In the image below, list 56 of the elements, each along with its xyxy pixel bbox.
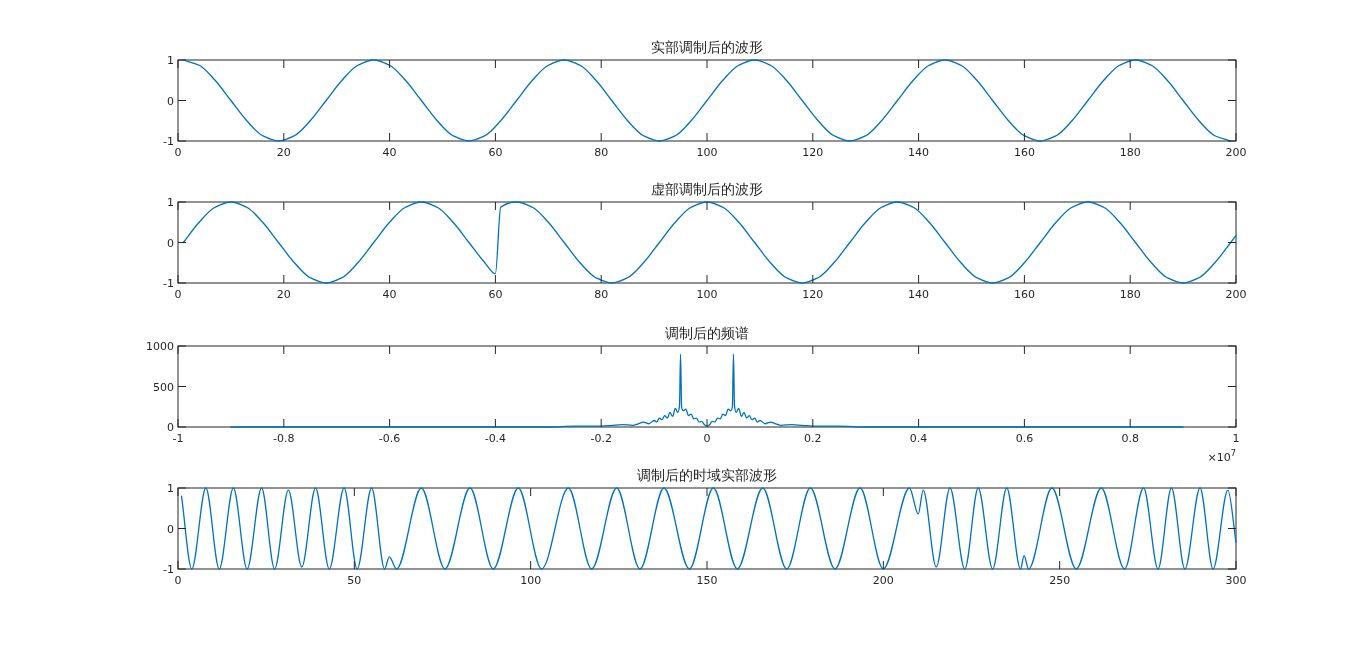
x-tick-label: 150 [696,574,718,587]
x-tick-label: 100 [520,574,542,587]
x-tick-label: 0.8 [1121,432,1139,445]
y-tick-label: -1 [163,135,174,148]
x-tick-label: 200 [872,574,894,587]
x-tick-label: 250 [1049,574,1071,587]
x-tick-label: 50 [347,574,362,587]
x-tick-label: 80 [594,146,609,159]
x-tick-label: 160 [1013,146,1035,159]
x-tick-label: 180 [1119,288,1141,301]
x-tick-label: 20 [276,288,291,301]
y-tick-label: 1 [167,482,174,495]
x-tick-label: 100 [696,288,718,301]
y-tick-label: 0 [167,522,174,536]
x-tick-label: -0.4 [484,432,507,445]
y-tick-label: -1 [163,277,174,290]
y-tick-label: 500 [153,380,174,394]
x-tick-label: 60 [488,288,503,301]
x-tick-label: 160 [1013,288,1035,301]
x-tick-label: -0.2 [590,432,612,445]
y-tick-label: 0 [167,236,174,250]
x-tick-label: 20 [276,146,291,159]
x-tick-label: 80 [594,288,609,301]
x-tick-label: 60 [488,146,503,159]
line-series [180,487,1237,570]
x-tick-label: 200 [1225,146,1247,159]
line-series [182,201,1237,284]
y-tick-label: 0 [167,421,174,434]
y-tick-label: 1 [167,196,174,209]
x-tick-label: 0.2 [804,432,822,445]
y-tick-label: 1 [167,54,174,67]
x-tick-label: 0.6 [1015,432,1034,445]
chart-title: 调制后的时域实部波形 [637,467,777,483]
y-tick-label: -1 [163,563,174,576]
text: ×10$^{7}$ [1207,448,1236,464]
x-tick-label: 120 [802,288,824,301]
x-tick-label: 0.4 [909,432,928,445]
x-tick-label: 300 [1225,574,1247,587]
x-tick-label: -0.6 [378,432,401,445]
x-tick-label: 140 [908,288,930,301]
y-tick-label: 0 [167,94,174,108]
x-tick-label: 100 [696,146,718,159]
x-tick-label: 0 [703,432,711,445]
x-tick-label: 200 [1225,288,1247,301]
x-tick-label: 140 [908,146,930,159]
x-tick-label: 1 [1232,432,1240,445]
x-tick-label: 40 [382,288,397,301]
x-tick-label: -0.8 [273,432,295,445]
chart-title: 实部调制后的波形 [651,39,763,55]
chart-title: 调制后的频谱 [665,325,749,341]
y-tick-label: 1000 [146,340,174,353]
chart-title: 虚部调制后的波形 [651,181,763,197]
x-tick-label: 40 [382,146,397,159]
x-tick-label: 180 [1119,146,1141,159]
x-tick-label: 120 [802,146,824,159]
line-series [230,353,1184,428]
